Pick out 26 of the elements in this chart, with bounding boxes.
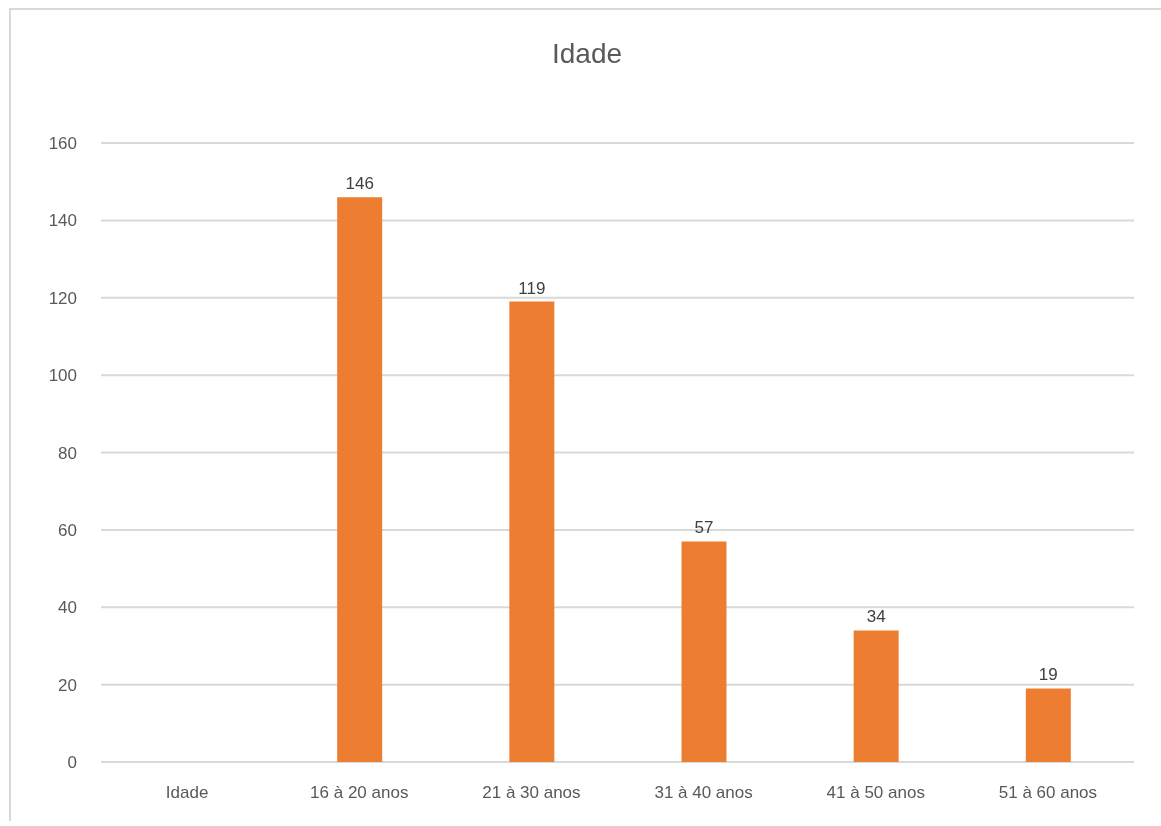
x-tick-label: 41 à 50 anos: [826, 783, 925, 803]
y-tick-label: 80: [58, 443, 77, 463]
y-tick-label: 40: [58, 598, 77, 618]
chart-title: Idade: [550, 38, 624, 70]
data-label: 146: [345, 174, 374, 194]
x-tick-label: 31 à 40 anos: [654, 783, 753, 803]
y-tick-label: 20: [58, 675, 77, 695]
x-tick-label: 21 à 30 anos: [482, 783, 581, 803]
y-tick-label: 60: [58, 520, 77, 540]
data-label: 19: [1038, 665, 1058, 685]
data-label: 57: [694, 518, 714, 538]
bar: [1025, 688, 1071, 762]
y-tick-label: 120: [48, 288, 77, 308]
x-tick-label: 51 à 60 anos: [998, 783, 1098, 803]
y-tick-label: 100: [48, 366, 77, 386]
bar: [509, 301, 555, 762]
bar: [681, 541, 727, 762]
y-tick-label: 160: [48, 134, 77, 154]
x-tick-label: 16 à 20 anos: [310, 783, 409, 803]
bar: [337, 197, 383, 762]
data-label: 119: [518, 278, 546, 298]
bar: [853, 630, 899, 762]
x-tick-label: Idade: [165, 783, 209, 803]
data-label: 34: [866, 607, 886, 627]
y-tick-label: 140: [48, 211, 77, 231]
y-tick-label: 0: [67, 753, 77, 773]
